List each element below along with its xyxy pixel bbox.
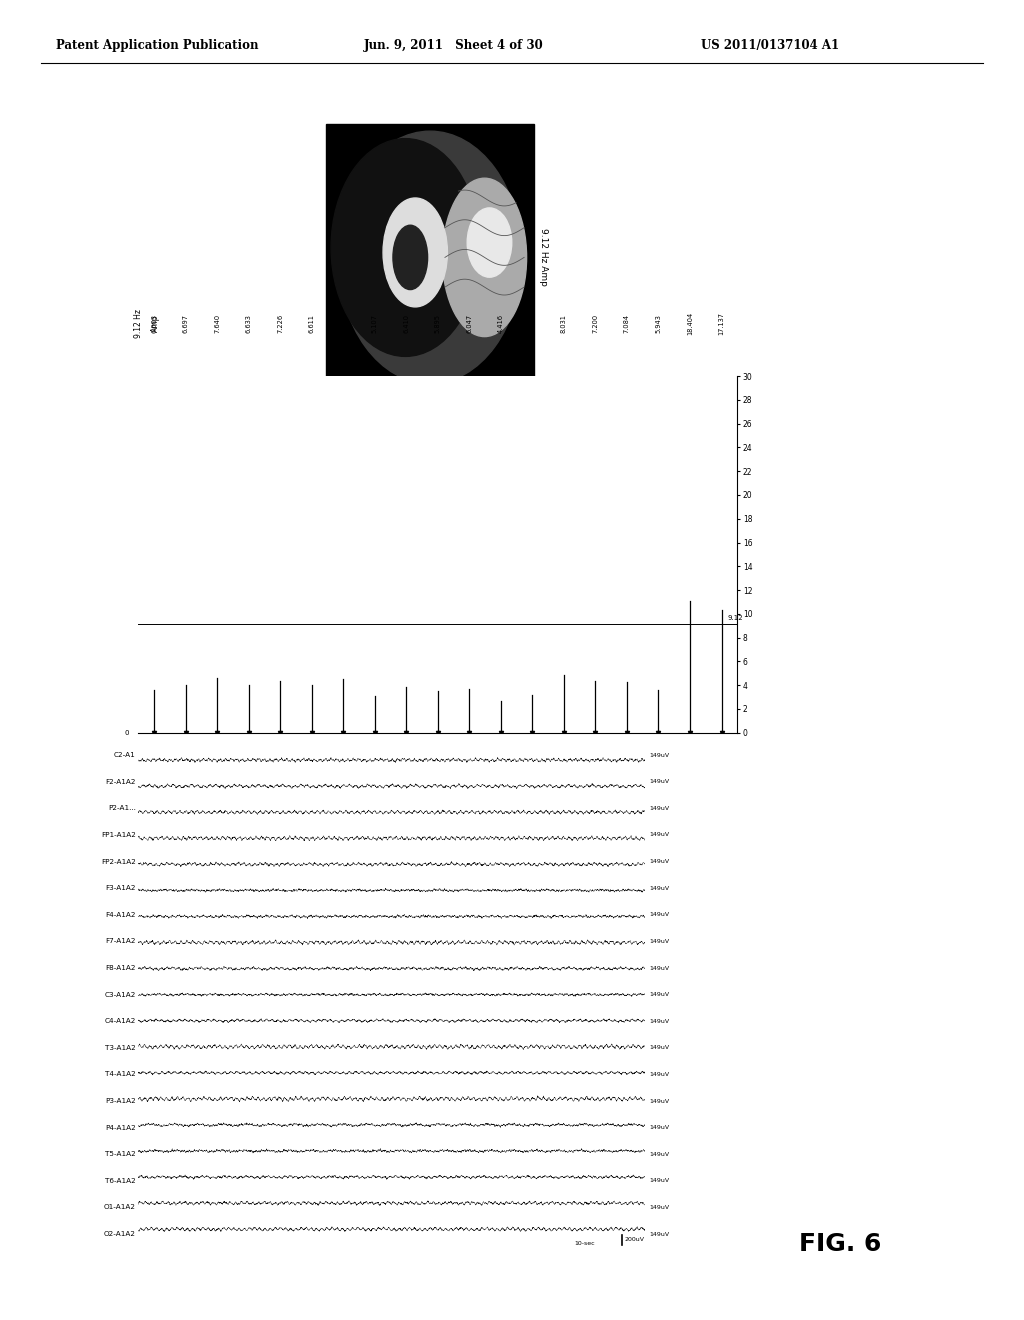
Text: 149uV: 149uV bbox=[649, 886, 670, 891]
Text: 200uV: 200uV bbox=[625, 1237, 645, 1242]
Text: 149uV: 149uV bbox=[649, 1232, 670, 1237]
Text: T6-A1A2: T6-A1A2 bbox=[104, 1177, 135, 1184]
Text: O2-A1A2: O2-A1A2 bbox=[103, 1232, 135, 1237]
Text: C4-A1A2: C4-A1A2 bbox=[104, 1018, 135, 1024]
Text: 149uV: 149uV bbox=[649, 1019, 670, 1024]
Text: Patent Application Publication: Patent Application Publication bbox=[56, 38, 259, 51]
Text: F2-A1A2: F2-A1A2 bbox=[105, 779, 135, 785]
Text: 149uV: 149uV bbox=[649, 833, 670, 837]
Text: 4.416: 4.416 bbox=[498, 314, 504, 333]
Text: 6.611: 6.611 bbox=[308, 314, 314, 333]
Text: Jun. 9, 2011   Sheet 4 of 30: Jun. 9, 2011 Sheet 4 of 30 bbox=[364, 38, 544, 51]
Text: 149uV: 149uV bbox=[649, 1072, 670, 1077]
Text: 7.578: 7.578 bbox=[340, 314, 346, 333]
Text: FIG. 6: FIG. 6 bbox=[799, 1233, 881, 1257]
Text: 7.640: 7.640 bbox=[214, 314, 220, 333]
Text: 6.633: 6.633 bbox=[246, 314, 252, 333]
Text: 7.200: 7.200 bbox=[593, 314, 598, 333]
Text: F3-A1A2: F3-A1A2 bbox=[105, 886, 135, 891]
Text: 149uV: 149uV bbox=[649, 859, 670, 865]
Text: 149uV: 149uV bbox=[649, 1125, 670, 1130]
Text: 7.226: 7.226 bbox=[278, 314, 283, 333]
Text: FP1-A1A2: FP1-A1A2 bbox=[100, 832, 135, 838]
Text: 149uV: 149uV bbox=[649, 752, 670, 758]
Text: 9.12: 9.12 bbox=[728, 615, 743, 620]
Text: 149uV: 149uV bbox=[649, 993, 670, 997]
Ellipse shape bbox=[331, 139, 479, 356]
Text: US 2011/0137104 A1: US 2011/0137104 A1 bbox=[701, 38, 840, 51]
Text: F8-A1A2: F8-A1A2 bbox=[105, 965, 135, 972]
Text: 149uV: 149uV bbox=[649, 965, 670, 970]
Text: Amp: Amp bbox=[151, 314, 160, 333]
Text: 5.343: 5.343 bbox=[529, 314, 536, 333]
Ellipse shape bbox=[442, 178, 526, 337]
Text: 149uV: 149uV bbox=[649, 1045, 670, 1051]
Text: 6.697: 6.697 bbox=[182, 314, 188, 333]
Text: C2-A1: C2-A1 bbox=[114, 752, 135, 758]
Text: 18.404: 18.404 bbox=[687, 312, 693, 335]
Text: 149uV: 149uV bbox=[649, 1179, 670, 1184]
Text: 7.084: 7.084 bbox=[624, 314, 630, 333]
Text: 9.12 Hz Amp: 9.12 Hz Amp bbox=[540, 228, 549, 286]
Text: 149uV: 149uV bbox=[649, 939, 670, 944]
Text: 5.943: 5.943 bbox=[655, 314, 662, 333]
Text: 149uV: 149uV bbox=[649, 912, 670, 917]
Text: O1-A1A2: O1-A1A2 bbox=[103, 1204, 135, 1210]
Text: 8.031: 8.031 bbox=[561, 314, 567, 333]
Text: 149uV: 149uV bbox=[649, 1205, 670, 1210]
Text: 10-sec: 10-sec bbox=[574, 1241, 595, 1246]
Text: T4-A1A2: T4-A1A2 bbox=[104, 1072, 135, 1077]
Text: 149uV: 149uV bbox=[649, 807, 670, 810]
Text: 5.895: 5.895 bbox=[435, 314, 440, 333]
Text: 149uV: 149uV bbox=[649, 1152, 670, 1156]
Text: 5.107: 5.107 bbox=[372, 314, 378, 333]
Text: 149uV: 149uV bbox=[649, 1098, 670, 1104]
Text: 0: 0 bbox=[124, 730, 129, 735]
Text: F4-A1A2: F4-A1A2 bbox=[105, 912, 135, 917]
Text: 6.410: 6.410 bbox=[403, 314, 410, 333]
Text: FP2-A1A2: FP2-A1A2 bbox=[100, 858, 135, 865]
Ellipse shape bbox=[393, 226, 428, 289]
Text: P2-A1...: P2-A1... bbox=[108, 805, 135, 812]
Text: 6.003: 6.003 bbox=[151, 314, 157, 333]
Text: T5-A1A2: T5-A1A2 bbox=[104, 1151, 135, 1158]
Text: P4-A1A2: P4-A1A2 bbox=[104, 1125, 135, 1131]
Text: 149uV: 149uV bbox=[649, 779, 670, 784]
Text: P3-A1A2: P3-A1A2 bbox=[104, 1098, 135, 1104]
Text: 9.12 Hz: 9.12 Hz bbox=[134, 309, 142, 338]
Text: 17.137: 17.137 bbox=[719, 312, 725, 335]
Ellipse shape bbox=[467, 209, 512, 277]
Ellipse shape bbox=[383, 198, 447, 308]
Ellipse shape bbox=[339, 131, 521, 384]
Text: C3-A1A2: C3-A1A2 bbox=[104, 991, 135, 998]
Text: T3-A1A2: T3-A1A2 bbox=[104, 1045, 135, 1051]
Text: F7-A1A2: F7-A1A2 bbox=[105, 939, 135, 944]
Text: 6.047: 6.047 bbox=[466, 314, 472, 333]
